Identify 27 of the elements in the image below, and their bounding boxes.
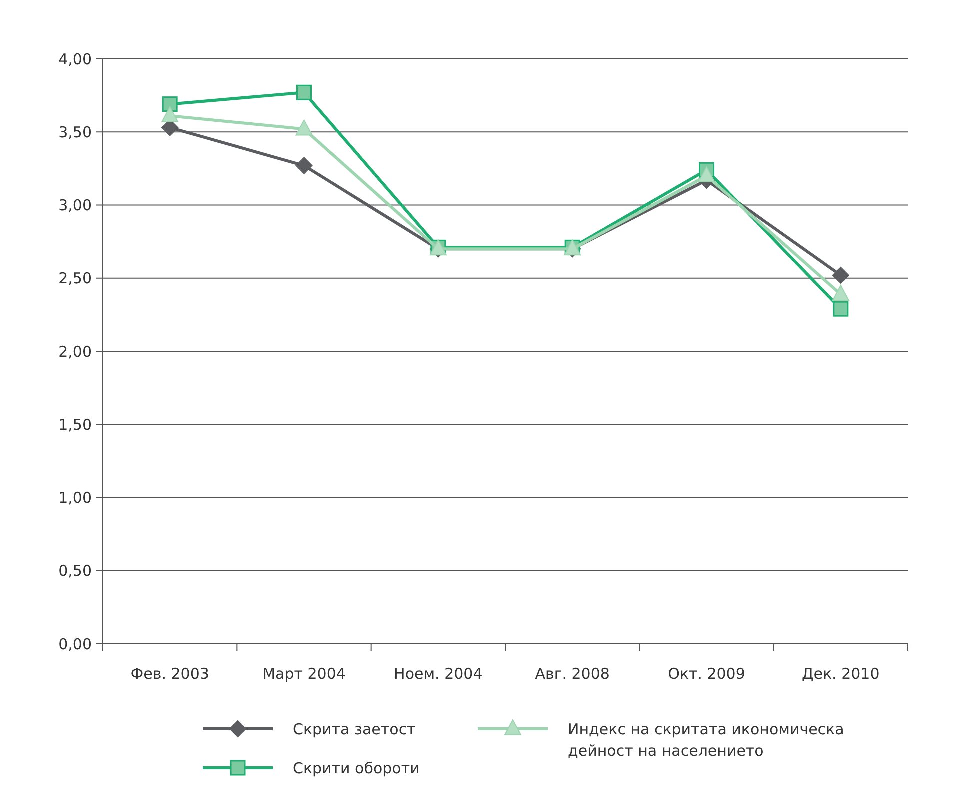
x-tick-label: Март 2004 bbox=[262, 665, 346, 683]
x-tick-label: Окт. 2009 bbox=[668, 665, 746, 683]
point bbox=[833, 301, 849, 317]
y-tick-label: 0,50 bbox=[58, 562, 92, 580]
x-tick-label: Ноем. 2004 bbox=[394, 665, 483, 683]
point bbox=[698, 166, 716, 182]
x-tick-label: Дек. 2010 bbox=[802, 665, 880, 683]
point bbox=[832, 266, 850, 284]
x-tick-label: Авг. 2008 bbox=[535, 665, 610, 683]
point bbox=[296, 84, 312, 100]
legend-label: Индекс на скритата икономическа дейност на населението bbox=[568, 720, 844, 760]
y-tick-label: 0,00 bbox=[58, 635, 92, 654]
point bbox=[296, 157, 313, 174]
y-tick-label: 3,50 bbox=[58, 123, 92, 142]
legend-label: Скрита заетост bbox=[293, 720, 416, 738]
point bbox=[162, 106, 179, 123]
point bbox=[832, 284, 850, 301]
y-tick-label: 2,50 bbox=[58, 270, 92, 288]
y-tick-label: 2,00 bbox=[58, 342, 92, 361]
point bbox=[162, 96, 178, 112]
point bbox=[296, 120, 313, 136]
x-tick-label: Фев. 2003 bbox=[130, 665, 210, 683]
legend-label: Скрити обороти bbox=[293, 759, 420, 778]
y-tick-label: 3,00 bbox=[58, 196, 92, 214]
y-tick-label: 1,50 bbox=[58, 416, 92, 434]
y-tick-label: 4,00 bbox=[58, 50, 92, 68]
y-tick-label: 1,00 bbox=[58, 489, 92, 507]
